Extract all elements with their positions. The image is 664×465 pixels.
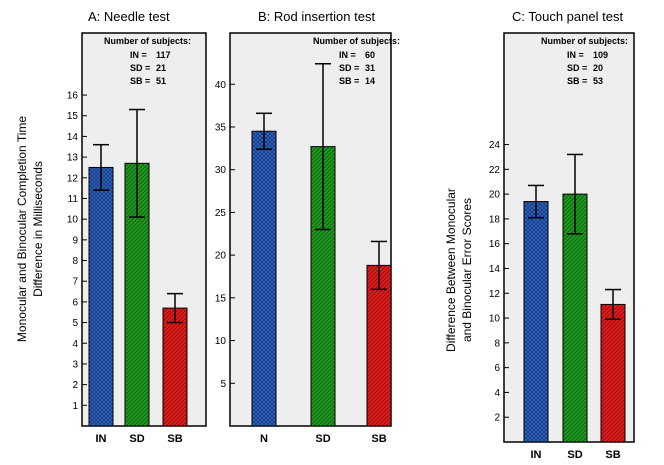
y-tick-label: 10	[215, 336, 227, 347]
y-tick-label: 2	[494, 413, 500, 424]
x-tick-label: SD	[315, 433, 330, 445]
y-axis-label: Difference Between Monocular	[444, 188, 458, 352]
panel-title: C: Touch panel test	[512, 9, 623, 24]
y-tick-label: 14	[67, 132, 79, 143]
subjects-value: 51	[156, 76, 166, 86]
subjects-value: 109	[593, 50, 608, 60]
subjects-label: SD =	[339, 63, 359, 73]
subjects-label: IN =	[567, 50, 584, 60]
y-tick-label: 40	[215, 80, 227, 91]
x-tick-label: IN	[96, 433, 107, 445]
subjects-value: 14	[365, 76, 375, 86]
y-tick-label: 15	[67, 111, 79, 122]
bar-in	[88, 166, 114, 427]
subjects-label: IN =	[130, 50, 147, 60]
y-tick-label: 24	[489, 140, 501, 151]
y-tick-label: 22	[489, 165, 501, 176]
y-tick-label: 6	[72, 297, 78, 308]
bar-sb	[600, 303, 626, 443]
subjects-label: SD =	[567, 63, 587, 73]
y-tick-label: 10	[489, 314, 501, 325]
y-tick-label: 8	[494, 338, 500, 349]
bar-sd	[310, 146, 336, 427]
y-tick-label: 25	[215, 208, 227, 219]
bar-in	[523, 201, 549, 443]
subjects-header: Number of subjects:	[104, 36, 191, 46]
subjects-label: SB =	[567, 76, 587, 86]
x-tick-label: SD	[567, 449, 582, 461]
y-tick-label: 16	[67, 91, 79, 102]
subjects-value: 60	[365, 50, 375, 60]
y-tick-label: 14	[489, 264, 501, 275]
y-tick-label: 16	[489, 239, 501, 250]
panel-3: C: Touch panel test24681012141618202224D…	[444, 9, 635, 461]
y-tick-label: 20	[489, 190, 501, 201]
y-tick-label: 15	[215, 293, 227, 304]
subjects-label: SD =	[130, 63, 150, 73]
panel-1: A: Needle test12345678910111213141516Mon…	[15, 9, 207, 445]
x-tick-label: IN	[531, 449, 542, 461]
y-tick-label: 9	[72, 235, 78, 246]
subjects-value: 31	[365, 63, 375, 73]
y-tick-label: 10	[67, 215, 79, 226]
x-tick-label: SD	[129, 433, 144, 445]
subjects-label: SB =	[339, 76, 359, 86]
bar-sd	[562, 193, 588, 443]
y-tick-label: 8	[72, 256, 78, 267]
y-tick-label: 5	[72, 318, 78, 329]
y-tick-label: 35	[215, 122, 227, 133]
x-tick-label: N	[260, 433, 268, 445]
subjects-value: 53	[593, 76, 603, 86]
x-tick-label: SB	[371, 433, 386, 445]
y-tick-label: 18	[489, 214, 501, 225]
y-tick-label: 11	[68, 194, 79, 205]
y-axis-label: Monocular and Binocular Completion Time	[15, 116, 29, 342]
y-tick-label: 1	[72, 401, 78, 412]
subjects-label: IN =	[339, 50, 356, 60]
panel-title: B: Rod insertion test	[258, 9, 375, 24]
subjects-value: 20	[593, 63, 603, 73]
y-axis-label: and Binocular Error Scores	[460, 198, 474, 342]
subjects-value: 117	[156, 50, 171, 60]
y-tick-label: 6	[494, 363, 500, 374]
y-tick-label: 7	[72, 277, 78, 288]
y-axis-label: Difference in Milliseconds	[31, 161, 45, 297]
bar-n	[251, 130, 277, 427]
y-tick-label: 3	[72, 359, 78, 370]
subjects-header: Number of subjects:	[313, 36, 400, 46]
y-tick-label: 12	[489, 289, 501, 300]
y-tick-label: 5	[220, 379, 226, 390]
x-tick-label: SB	[167, 433, 182, 445]
y-tick-label: 4	[494, 388, 500, 399]
bar-sb	[162, 307, 188, 427]
subjects-value: 21	[156, 63, 166, 73]
panel-title: A: Needle test	[88, 9, 170, 24]
y-tick-label: 30	[215, 165, 227, 176]
subjects-header: Number of subjects:	[541, 36, 628, 46]
x-tick-label: SB	[605, 449, 620, 461]
y-tick-label: 13	[67, 153, 79, 164]
y-tick-label: 4	[72, 339, 78, 350]
panel-2: B: Rod insertion test 5 10 15 20 25 30 35 40 N SD S…	[215, 9, 400, 445]
subjects-label: SB =	[130, 76, 150, 86]
y-tick-label: 2	[72, 380, 78, 391]
y-tick-label: 12	[67, 173, 79, 184]
y-tick-label: 20	[215, 251, 227, 262]
